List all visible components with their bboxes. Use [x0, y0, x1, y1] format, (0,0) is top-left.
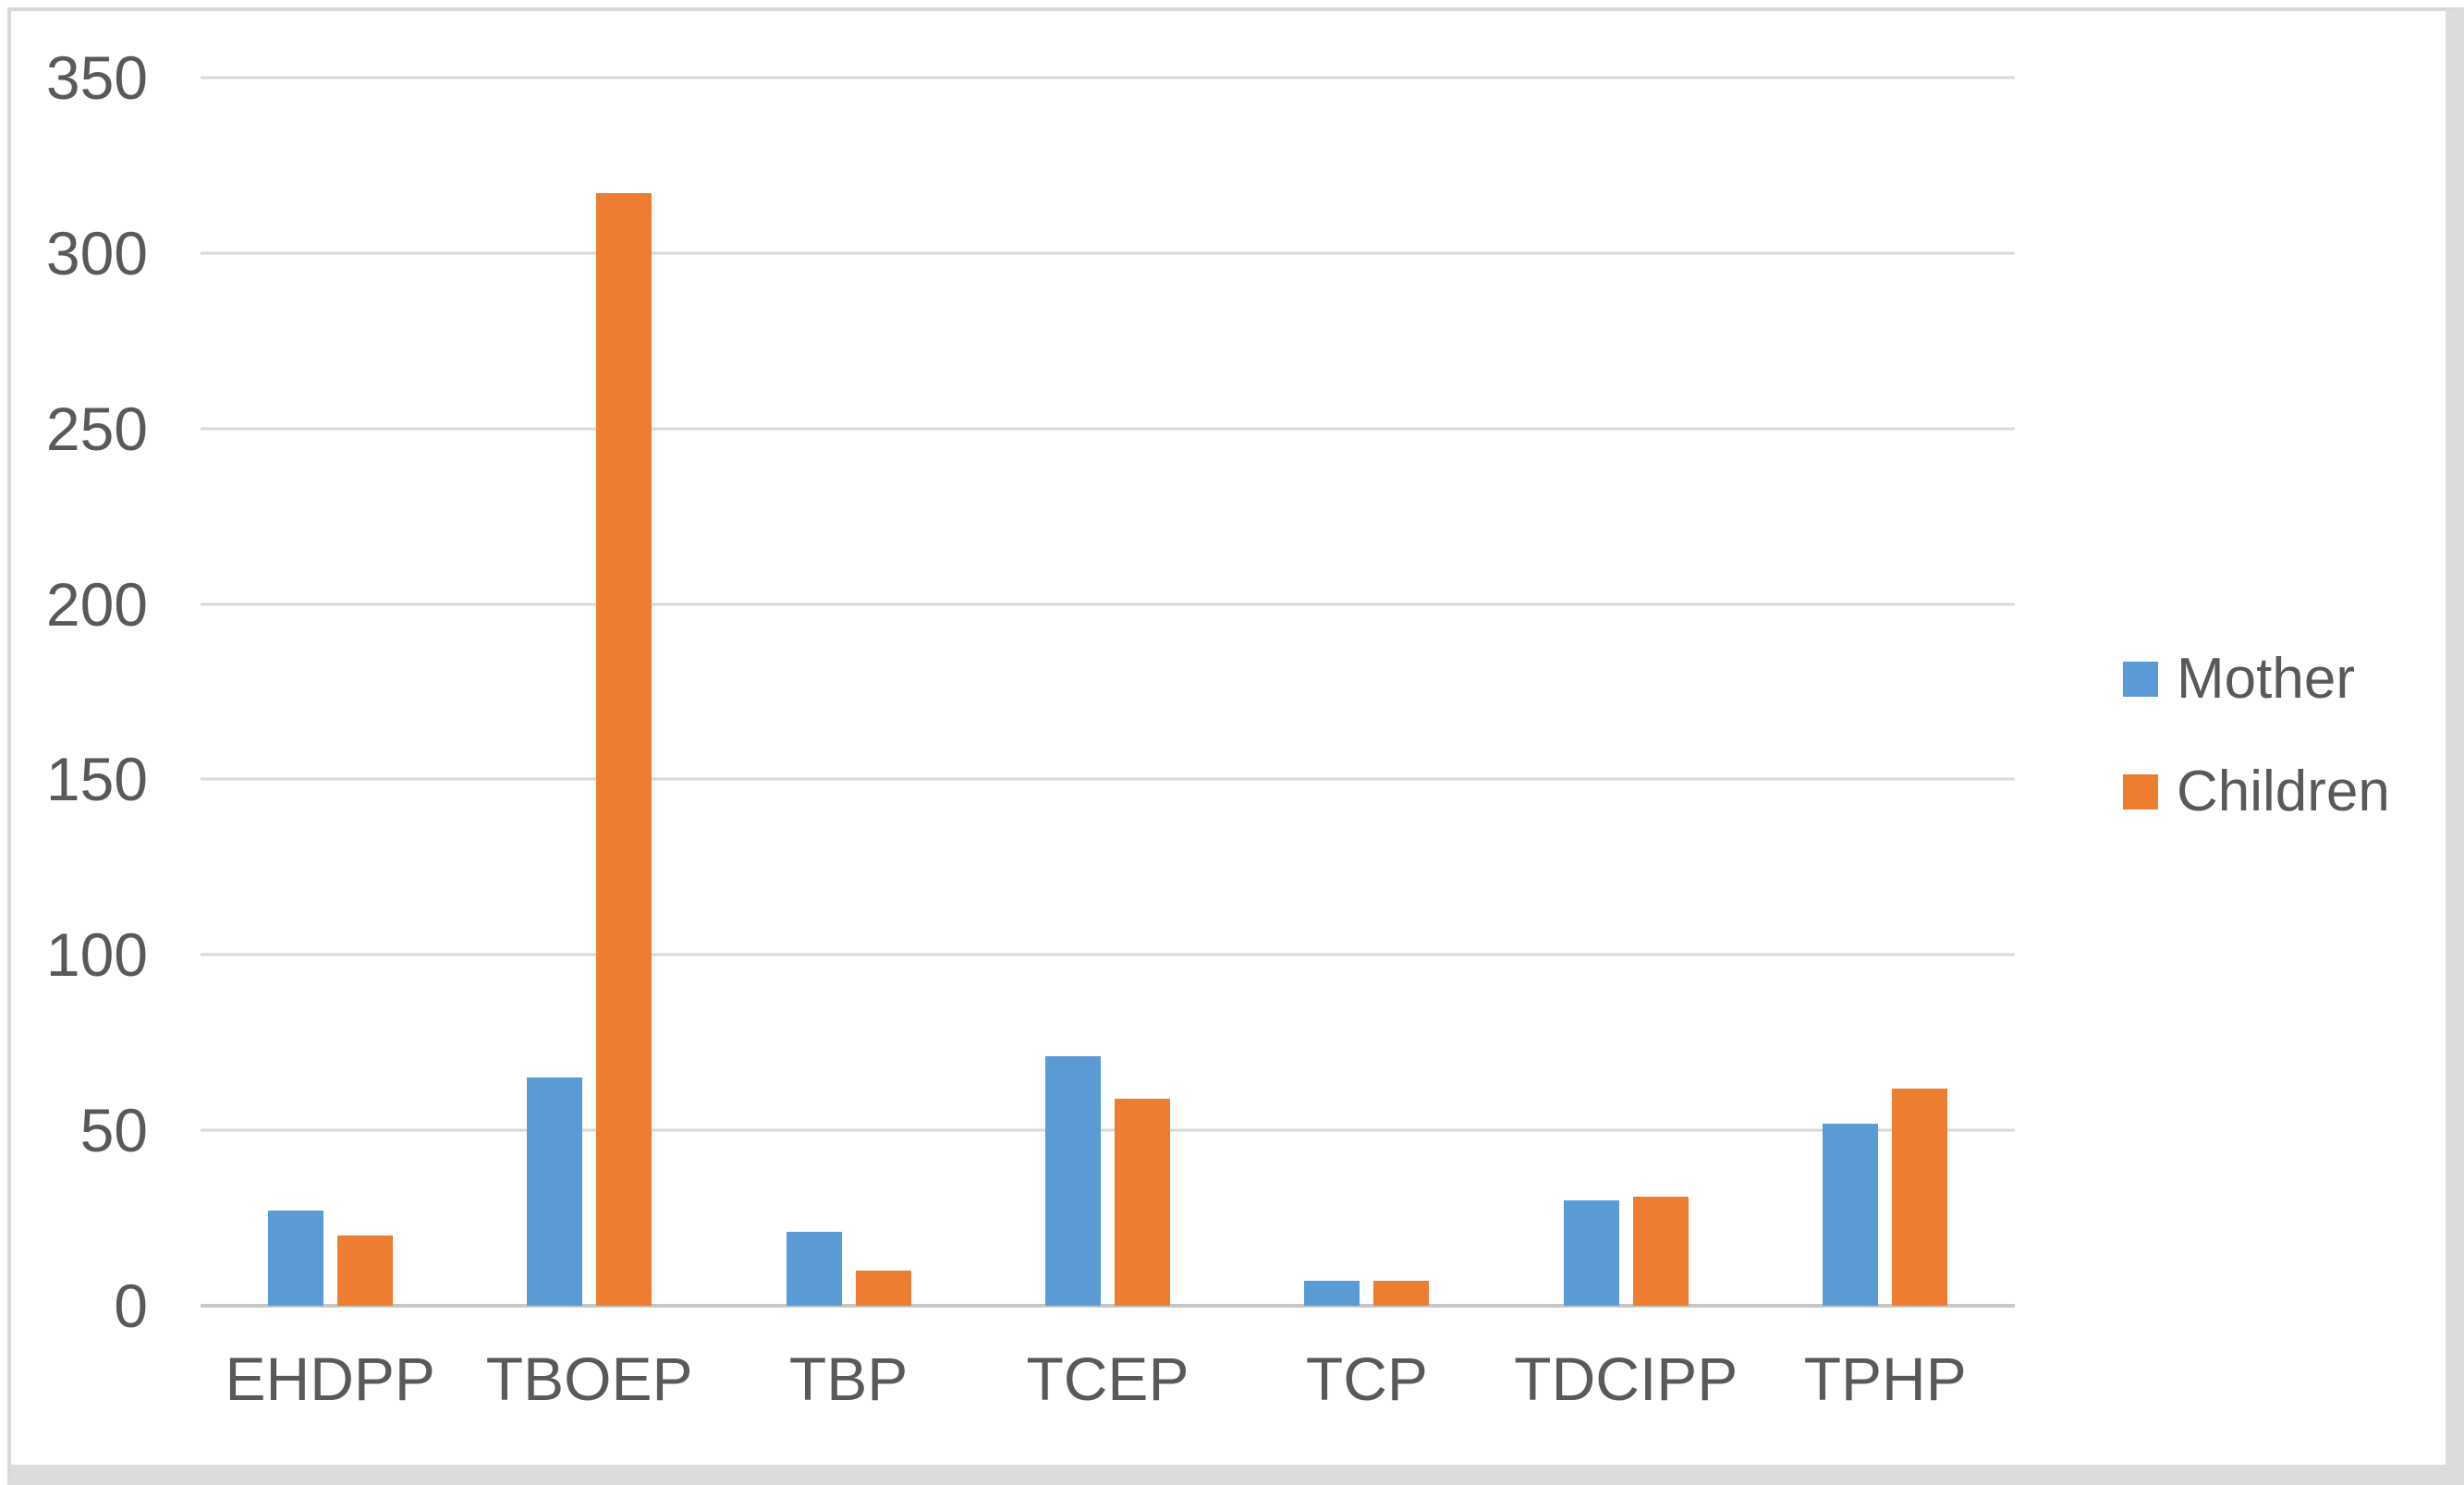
bar-mother-ehdpp	[267, 1211, 323, 1306]
x-axis-label: TCP	[1305, 1345, 1428, 1413]
gridline	[201, 777, 2015, 781]
y-tick-label: 250	[45, 394, 148, 463]
bar-children-tcep	[1114, 1098, 1170, 1306]
bar-children-tdcipp	[1632, 1197, 1689, 1306]
bar-children-ehdpp	[336, 1235, 393, 1306]
legend-item-mother: Mother	[2123, 645, 2390, 713]
gridline	[201, 953, 2015, 956]
gridline	[201, 427, 2015, 431]
y-tick-label: 350	[45, 43, 148, 112]
y-tick-label: 200	[45, 569, 148, 639]
x-axis-label: TDCIPP	[1514, 1345, 1738, 1413]
legend-marker-mother	[2123, 662, 2158, 697]
y-tick-label: 0	[114, 1272, 148, 1340]
gridline	[201, 603, 2015, 606]
x-axis-label: TBOEP	[485, 1345, 693, 1413]
plot-area	[201, 76, 2015, 1308]
gridline	[201, 251, 2015, 255]
y-tick-label: 150	[45, 745, 148, 814]
x-axis: EHDPP TBOEP TBP TCEP TCP TDCIPP TPHP	[201, 1342, 2015, 1416]
bar-group-tbp	[719, 78, 978, 1306]
bar-group-tdcipp	[1496, 78, 1755, 1306]
gridline	[201, 1128, 2015, 1132]
bar-mother-tphp	[1823, 1123, 1879, 1306]
x-axis-line	[201, 1304, 2015, 1308]
bars-layer	[201, 78, 2015, 1306]
legend-item-children: Children	[2123, 758, 2390, 826]
legend: Mother Children	[2123, 645, 2390, 826]
bar-group-tcep	[978, 78, 1237, 1306]
x-axis-label: TBP	[788, 1345, 909, 1413]
bar-children-tphp	[1892, 1088, 1948, 1306]
bar-mother-tbp	[786, 1232, 842, 1306]
bar-mother-tcep	[1044, 1056, 1101, 1306]
legend-marker-children	[2123, 774, 2158, 809]
bar-children-tcp	[1373, 1281, 1430, 1306]
bar-group-tboep	[459, 78, 718, 1306]
y-axis: 350 300 250 200 150 100 50 0	[0, 47, 148, 1336]
y-tick-label: 300	[45, 218, 148, 287]
legend-label: Children	[2177, 760, 2390, 823]
bar-children-tbp	[855, 1271, 911, 1306]
bar-mother-tboep	[527, 1077, 583, 1306]
legend-label: Mother	[2177, 647, 2355, 711]
gridline	[201, 76, 2015, 79]
x-axis-label: TPHP	[1803, 1345, 1967, 1413]
bar-group-tphp	[1756, 78, 2015, 1306]
bar-group-tcp	[1238, 78, 1496, 1306]
bar-children-tboep	[596, 193, 653, 1306]
bar-mother-tdcipp	[1563, 1200, 1619, 1306]
y-tick-label: 50	[79, 1096, 148, 1165]
x-axis-label: TCEP	[1026, 1345, 1189, 1413]
bar-mother-tcp	[1304, 1281, 1360, 1306]
x-axis-label: EHDPP	[225, 1345, 435, 1413]
bar-group-ehdpp	[201, 78, 459, 1306]
y-tick-label: 100	[45, 920, 148, 990]
